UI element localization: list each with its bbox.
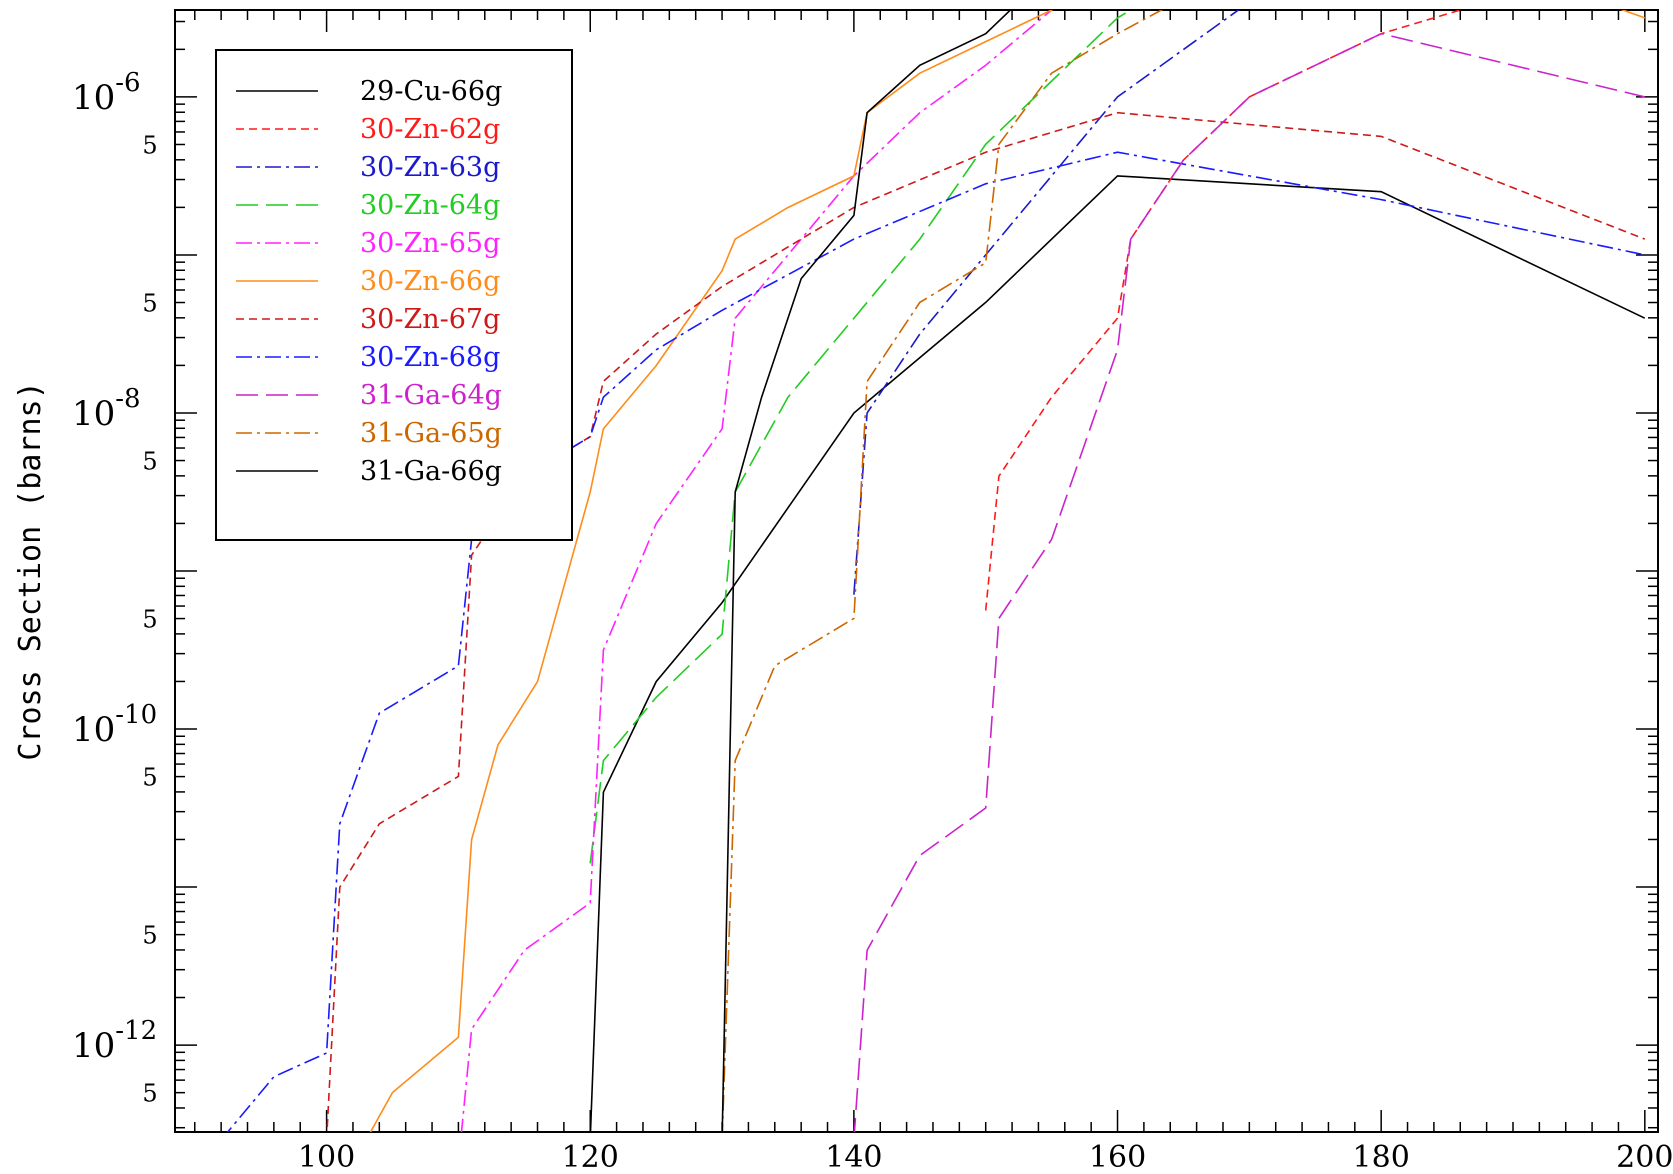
- series-line-30-Zn-64g: [589, 10, 1133, 864]
- y-tick-exponent: -10: [115, 700, 157, 730]
- series-line-30-Zn-62g: [984, 10, 1464, 611]
- y-tick-label: 10-8: [72, 384, 141, 434]
- x-tick-label: 140: [825, 1140, 882, 1174]
- y-tick-base: 10: [72, 1026, 115, 1066]
- series-line-31-Ga-64g: [853, 32, 1645, 1132]
- axis-ticks: [175, 10, 1658, 1132]
- legend-label: 31-Ga-65g: [360, 418, 502, 449]
- tick-labels: 100 120 140 160 180 20010-610-810-1010-125555…: [72, 0, 1673, 1174]
- y-tick-label: 10-10: [72, 700, 157, 750]
- y-tick-exponent: -8: [115, 384, 140, 414]
- legend-label: 30-Zn-62g: [360, 114, 500, 145]
- y-tick-label: 10-6: [72, 68, 141, 118]
- legend-label: 30-Zn-65g: [360, 228, 500, 259]
- series-line-31-Ga-66g: [721, 10, 1012, 1132]
- y-minor-label: 5: [142, 448, 157, 476]
- y-minor-label: 5: [142, 0, 157, 1]
- y-minor-label: 5: [142, 290, 157, 318]
- legend-label: 30-Zn-67g: [360, 304, 500, 335]
- legend-label: 30-Zn-64g: [360, 190, 500, 221]
- legend-box: [215, 49, 573, 541]
- x-tick-label: 100: [298, 1140, 355, 1174]
- y-axis-label: Cross Section (barns): [13, 381, 48, 760]
- legend-label: 30-Zn-66g: [360, 266, 500, 297]
- y-tick-base: 10: [72, 394, 115, 434]
- y-minor-label: 5: [142, 606, 157, 634]
- y-minor-label: 5: [142, 131, 157, 159]
- legend-label: 31-Ga-66g: [360, 456, 502, 487]
- series-line-30-Zn-68g: [226, 151, 1645, 1132]
- y-tick-base: 10: [72, 710, 115, 750]
- series-line-30-Zn-67g: [326, 111, 1646, 1132]
- y-minor-label: 5: [142, 922, 157, 950]
- y-tick-base: 10: [72, 78, 115, 118]
- series-line-30-Zn-66g: [369, 10, 1646, 1132]
- y-minor-label: 5: [142, 1080, 157, 1108]
- series-line-29-Cu-66g: [589, 175, 1646, 1132]
- y-tick-exponent: -12: [115, 1016, 157, 1046]
- legend-label: 29-Cu-66g: [360, 76, 502, 107]
- legend-label: 30-Zn-68g: [360, 342, 500, 373]
- legend: 29-Cu-66g 30-Zn-62g 30-Zn-63g 30-Zn-64g 30-Z…: [215, 49, 573, 541]
- series-line-31-Ga-65g: [721, 10, 1164, 1132]
- x-tick-label: 200: [1616, 1140, 1673, 1174]
- series-lines: [226, 10, 1646, 1132]
- series-line-30-Zn-63g: [853, 10, 1240, 595]
- y-tick-label: 10-12: [72, 1016, 157, 1066]
- y-tick-exponent: -6: [115, 68, 140, 98]
- y-minor-label: 5: [142, 764, 157, 792]
- legend-label: 31-Ga-64g: [360, 380, 502, 411]
- x-tick-label: 120: [562, 1140, 619, 1174]
- x-tick-label: 160: [1089, 1140, 1146, 1174]
- legend-label: 30-Zn-63g: [360, 152, 500, 183]
- series-line-30-Zn-65g: [460, 10, 1053, 1132]
- x-tick-label: 180: [1353, 1140, 1410, 1174]
